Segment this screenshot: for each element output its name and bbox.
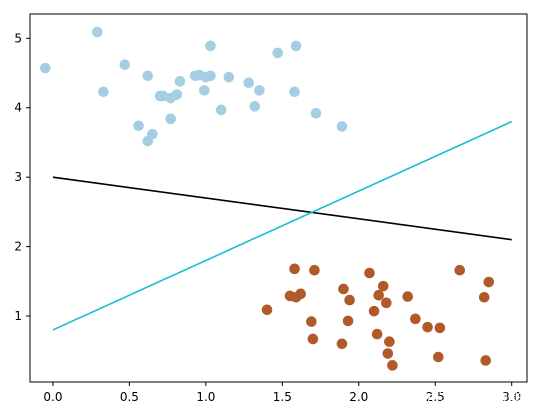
series-line-3 <box>52 120 513 331</box>
scatter-point-0-0 <box>39 62 51 74</box>
y-tick-label: 4 <box>14 101 22 115</box>
scatter-point-0-13 <box>174 76 186 87</box>
scatter-point-1-18 <box>382 348 394 359</box>
x-tick-label: 1.5 <box>273 390 292 404</box>
scatter-point-1-20 <box>387 360 398 371</box>
scatter-point-0-22 <box>243 77 254 89</box>
x-tick-label: 3.0 <box>502 390 521 404</box>
scatter-point-0-3 <box>119 59 131 70</box>
scatter-point-1-11 <box>344 294 355 306</box>
scatter-point-1-21 <box>402 291 414 302</box>
scatter-point-0-20 <box>215 104 227 116</box>
scatter-point-0-12 <box>171 89 183 100</box>
scatter-point-1-16 <box>377 280 389 292</box>
scatter-point-0-29 <box>336 121 348 132</box>
scatter-point-0-23 <box>249 101 261 112</box>
scatter-point-1-26 <box>454 264 466 276</box>
scatter-point-1-10 <box>342 315 354 327</box>
scatter-point-0-18 <box>205 40 216 52</box>
x-tick-label: 0.0 <box>43 390 62 404</box>
scatter-point-0-10 <box>165 113 176 125</box>
y-tick-label: 5 <box>14 31 22 45</box>
scatter-point-1-25 <box>434 322 446 334</box>
scatter-point-0-26 <box>289 86 300 98</box>
y-tick-label: 2 <box>14 240 22 254</box>
watermark: CSDN @汀、人工智能 <box>380 392 522 408</box>
scatter-point-1-7 <box>309 264 320 276</box>
scatter-point-0-28 <box>310 107 322 119</box>
scatter-point-0-5 <box>142 70 154 82</box>
scatter-point-1-6 <box>307 333 319 345</box>
scatter-point-0-1 <box>91 26 103 38</box>
y-tick-label: 1 <box>14 309 22 323</box>
scatter-point-1-27 <box>478 291 490 303</box>
scatter-point-1-4 <box>295 288 306 300</box>
y-tick-label: 3 <box>14 170 22 184</box>
scatter-point-1-14 <box>371 328 383 340</box>
scatter-point-1-0 <box>261 304 273 316</box>
scatter-point-0-7 <box>147 128 158 140</box>
plot-marks <box>39 26 513 371</box>
scatter-point-1-22 <box>410 313 421 325</box>
x-tick-label: 2.0 <box>349 390 368 404</box>
y-axis: 1 2 3 4 5 <box>14 31 30 323</box>
scatter-point-1-24 <box>433 351 444 363</box>
scatter-point-1-17 <box>381 297 392 309</box>
scatter-point-1-28 <box>480 355 492 366</box>
scatter-point-0-2 <box>98 86 109 98</box>
scatter-point-0-19 <box>205 70 216 82</box>
scatter-point-1-9 <box>338 283 349 295</box>
scatter-point-1-29 <box>483 276 495 288</box>
scatter-point-1-15 <box>373 289 384 301</box>
x-axis: 0.0 0.5 1.0 1.5 2.0 2.5 3.0 <box>43 382 521 404</box>
scatter-point-1-12 <box>364 267 375 279</box>
scatter-point-0-27 <box>290 40 302 52</box>
scatter-point-1-5 <box>306 316 317 327</box>
scatter-point-1-2 <box>289 263 300 275</box>
scatter-point-1-8 <box>336 338 348 350</box>
scatter-point-1-13 <box>368 305 380 317</box>
scatter-point-0-21 <box>223 71 235 83</box>
scatter-point-0-16 <box>199 85 210 96</box>
scatter-point-0-25 <box>272 47 284 59</box>
x-tick-label: 0.5 <box>120 390 139 404</box>
axes-frame <box>29 13 528 383</box>
scatter-point-1-19 <box>384 336 395 348</box>
scatter-point-0-24 <box>254 85 265 96</box>
scatter-point-1-23 <box>422 321 433 333</box>
series-line-2 <box>52 176 512 241</box>
scatter-point-0-4 <box>133 120 144 132</box>
x-tick-label: 2.5 <box>426 390 445 404</box>
x-tick-label: 1.0 <box>196 390 215 404</box>
